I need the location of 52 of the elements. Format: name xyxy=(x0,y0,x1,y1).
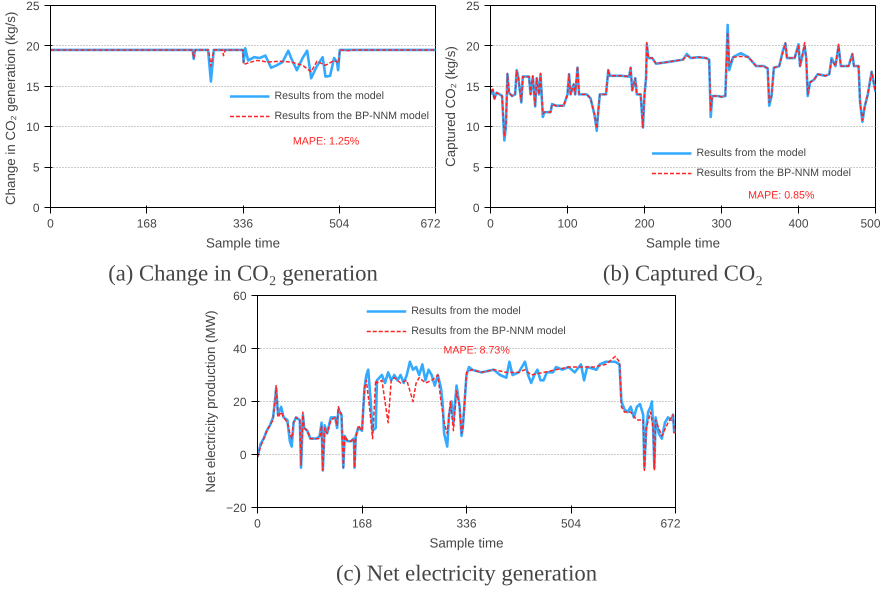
legend-label: Results from the model xyxy=(696,147,806,159)
x-tick-label: 168 xyxy=(136,216,158,230)
y-tick-label: 10 xyxy=(26,120,40,134)
x-axis-title: Sample time xyxy=(206,236,280,250)
y-tick-label: 25 xyxy=(26,0,40,13)
x-tick-label: 100 xyxy=(557,216,578,230)
y-tick-label: 20 xyxy=(26,39,40,54)
x-tick-label: 300 xyxy=(711,216,732,230)
x-tick-label: 400 xyxy=(788,216,809,230)
legend-label: Results from the model xyxy=(274,90,384,102)
y-tick-label: 20 xyxy=(466,39,480,54)
y-tick-label: 10 xyxy=(466,120,480,134)
x-tick-label: 0 xyxy=(47,216,54,230)
y-tick-label: 20 xyxy=(233,395,247,409)
y-tick-label: 15 xyxy=(466,80,480,94)
x-tick-label: 200 xyxy=(634,216,655,230)
x-tick-label: 336 xyxy=(456,516,477,530)
y-tick-label: 0 xyxy=(472,201,480,215)
legend-label: Results from the model xyxy=(411,305,521,317)
annotation: MAPE: 1.25% xyxy=(292,136,360,148)
x-tick-label: 500 xyxy=(860,216,881,230)
x-tick-label: 336 xyxy=(232,216,254,230)
x-tick-label: 504 xyxy=(560,516,582,530)
y-axis-title: Net electricity production (MW) xyxy=(203,310,218,493)
x-tick-label: 0 xyxy=(254,516,262,530)
text: (b) Captured CO₂ xyxy=(602,260,764,286)
x-axis-title: Sample time xyxy=(646,236,720,250)
y-tick-label: 25 xyxy=(466,0,480,13)
y-tick-label: 0 xyxy=(240,448,247,462)
legend-label: Results from the BP-NNM model xyxy=(696,167,851,179)
y-tick-label: 15 xyxy=(26,80,40,94)
annotation: MAPE: 8.73% xyxy=(444,344,510,356)
x-axis-title: Sample time xyxy=(429,536,504,550)
x-tick-label: 504 xyxy=(329,216,350,230)
y-tick-label: −20 xyxy=(226,501,247,515)
y-axis-title: Change in CO₂ generation (kg/s) xyxy=(3,12,18,206)
text: (a) Change in CO₂ generation xyxy=(108,260,378,286)
x-tick-label: 168 xyxy=(352,516,372,530)
y-tick-label: 40 xyxy=(233,342,247,356)
legend-label: Results from the BP-NNM model xyxy=(411,325,566,337)
line-series xyxy=(50,49,436,73)
x-tick-label: 0 xyxy=(487,216,494,230)
legend-label: Results from the BP-NNM model xyxy=(274,110,429,122)
annotation: MAPE: 0.85% xyxy=(748,190,815,202)
text: (c) Net electricity generation xyxy=(336,560,598,586)
y-tick-label: 60 xyxy=(233,289,247,303)
y-tick-label: 5 xyxy=(472,160,480,175)
y-tick-label: 5 xyxy=(32,160,40,175)
y-axis-title: Captured CO₂ (kg/s) xyxy=(443,46,458,167)
x-tick-label: 672 xyxy=(660,516,681,530)
y-tick-label: 0 xyxy=(32,201,40,215)
x-tick-label: 672 xyxy=(420,216,441,230)
